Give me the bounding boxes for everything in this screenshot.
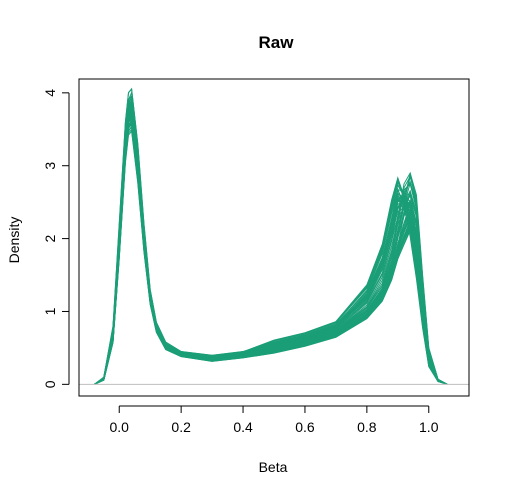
density-line xyxy=(94,105,448,385)
y-axis-label: Density xyxy=(6,217,22,264)
x-tick-label: 0.6 xyxy=(295,419,315,435)
density-line xyxy=(94,117,448,385)
plot-frame xyxy=(78,78,470,397)
y-tick-label: 2 xyxy=(42,234,58,242)
y-tick-label: 0 xyxy=(42,380,58,388)
x-tick-label: 0.8 xyxy=(357,419,377,435)
y-tick-label: 1 xyxy=(42,307,58,315)
chart-title: Raw xyxy=(259,33,295,52)
density-line xyxy=(94,94,448,385)
density-line xyxy=(94,88,448,385)
x-axis: 0.0 0.2 0.4 0.6 0.8 1.0 xyxy=(110,405,439,435)
y-tick-label: 3 xyxy=(42,162,58,170)
x-tick-label: 0.0 xyxy=(110,419,130,435)
density-curves xyxy=(94,87,448,385)
y-axis: 0 1 2 3 4 xyxy=(42,89,70,388)
x-tick-label: 1.0 xyxy=(419,419,439,435)
x-tick-label: 0.4 xyxy=(233,419,253,435)
x-axis-label: Beta xyxy=(259,459,288,475)
x-tick-label: 0.2 xyxy=(171,419,191,435)
y-tick-label: 4 xyxy=(42,89,58,97)
